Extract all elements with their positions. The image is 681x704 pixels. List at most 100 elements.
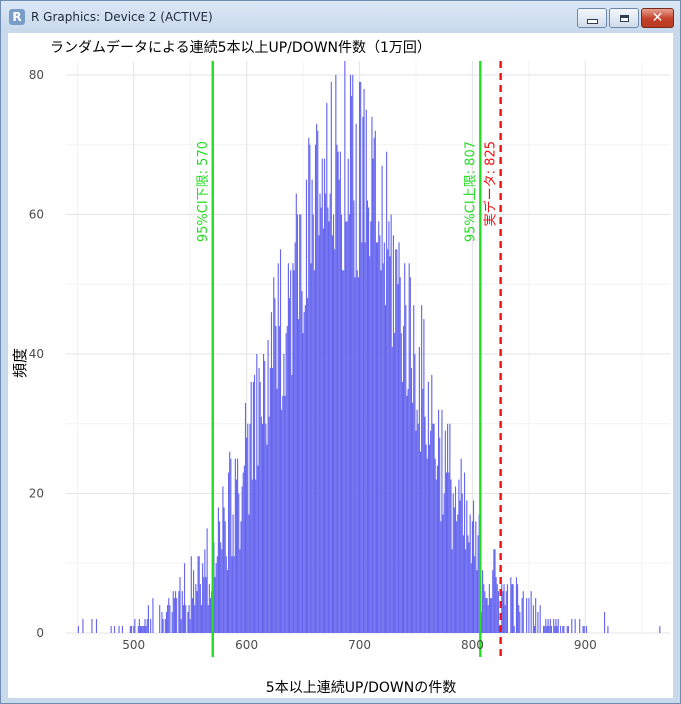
reference-line-label: 実データ: 825 bbox=[483, 141, 499, 226]
histogram-bar bbox=[441, 409, 443, 633]
histogram-bar bbox=[176, 598, 178, 633]
histogram-bar bbox=[91, 619, 93, 633]
histogram-bar bbox=[214, 577, 216, 633]
histogram-bar bbox=[185, 605, 187, 633]
r-logo-icon: R bbox=[9, 9, 25, 25]
histogram-bar bbox=[470, 563, 472, 633]
histogram-bar bbox=[458, 479, 460, 633]
histogram-bar bbox=[436, 465, 438, 633]
histogram-bar bbox=[415, 430, 417, 633]
histogram-bar bbox=[659, 626, 661, 633]
histogram-bar bbox=[378, 221, 380, 633]
histogram-bar bbox=[515, 577, 518, 633]
histogram-bar bbox=[279, 249, 282, 633]
histogram-bar bbox=[268, 416, 270, 633]
histogram-bar bbox=[583, 626, 585, 633]
histogram-bar bbox=[442, 514, 444, 633]
histogram-bar bbox=[439, 437, 441, 633]
histogram-bar bbox=[183, 563, 186, 633]
histogram-bar bbox=[476, 570, 478, 633]
histogram-bar bbox=[408, 263, 410, 633]
histogram-chart: 95%CI下限: 570 95%CI上限: 807 実データ: 825 500 600… bbox=[11, 39, 670, 696]
histogram-bar bbox=[150, 619, 152, 633]
histogram-bar bbox=[337, 151, 339, 633]
y-tick-label: 60 bbox=[29, 207, 44, 221]
histogram-bar bbox=[484, 591, 486, 633]
histogram-bar bbox=[505, 591, 507, 633]
histogram-bar bbox=[247, 423, 249, 633]
histogram-bar bbox=[242, 472, 244, 633]
histogram-bar bbox=[225, 556, 227, 633]
histogram-bar bbox=[432, 423, 434, 633]
histogram-bar bbox=[311, 179, 313, 633]
histogram-bar bbox=[304, 305, 306, 633]
histogram-bar bbox=[358, 81, 361, 634]
histogram-bar bbox=[421, 305, 423, 633]
histogram-bar bbox=[239, 549, 241, 633]
title-bar[interactable]: R R Graphics: Device 2 (ACTIVE) ✕ bbox=[1, 1, 680, 33]
histogram-bar bbox=[422, 388, 424, 633]
histogram-bar bbox=[235, 479, 238, 633]
histogram-bar bbox=[244, 402, 247, 633]
y-tick-label: 40 bbox=[29, 347, 44, 361]
histogram-bar bbox=[545, 619, 547, 633]
histogram-bar bbox=[82, 619, 84, 633]
histogram-bar bbox=[340, 214, 343, 633]
histogram-bar bbox=[392, 235, 394, 633]
histogram-bar bbox=[557, 619, 559, 633]
histogram-bar bbox=[165, 612, 168, 633]
histogram-bar bbox=[162, 619, 164, 633]
histogram-bar bbox=[339, 151, 341, 633]
histogram-bar bbox=[246, 437, 248, 633]
histogram-bar bbox=[532, 605, 534, 633]
histogram-bar bbox=[503, 584, 505, 633]
histogram-bar bbox=[145, 626, 147, 633]
histogram-bar bbox=[240, 521, 242, 633]
histogram-bar bbox=[238, 493, 240, 633]
maximize-button[interactable] bbox=[609, 8, 639, 28]
histogram-bar bbox=[257, 465, 259, 633]
histogram-bar bbox=[294, 242, 296, 633]
histogram-bar bbox=[222, 486, 224, 633]
histogram-bar bbox=[546, 626, 548, 633]
histogram-bar bbox=[463, 472, 466, 633]
histogram-bar bbox=[495, 577, 497, 633]
histogram-bar bbox=[308, 137, 310, 633]
histogram-bar bbox=[278, 326, 280, 633]
histogram-bar bbox=[291, 374, 293, 633]
histogram-bar bbox=[443, 493, 445, 633]
histogram-bar bbox=[371, 116, 373, 634]
histogram-bar bbox=[522, 591, 524, 633]
x-axis-label: 5本以上連続UP/DOWNの件数 bbox=[266, 679, 456, 696]
histogram-bar bbox=[449, 423, 451, 633]
histogram-bar bbox=[355, 123, 357, 633]
histogram-bar bbox=[190, 556, 192, 633]
histogram-bar bbox=[349, 74, 352, 633]
histogram-bar bbox=[390, 214, 392, 633]
histogram-bar bbox=[563, 626, 565, 633]
histogram-bar bbox=[444, 430, 446, 633]
histogram-bar bbox=[258, 367, 260, 633]
histogram-bar bbox=[497, 591, 499, 633]
histogram-bar bbox=[220, 542, 222, 633]
histogram-bar bbox=[547, 619, 549, 633]
histogram-bar bbox=[465, 549, 467, 633]
histogram-bar bbox=[452, 493, 454, 633]
histogram-bar bbox=[303, 312, 305, 633]
histogram-bar bbox=[468, 542, 470, 633]
histogram-bar bbox=[403, 326, 405, 633]
histogram-bar bbox=[307, 298, 309, 633]
histogram-bar bbox=[187, 612, 189, 633]
histogram-bar bbox=[372, 158, 374, 633]
chart-title: ランダムデータによる連続5本以上UP/DOWN件数（1万回） bbox=[50, 39, 431, 56]
histogram-bar bbox=[180, 619, 182, 633]
histogram-bar bbox=[399, 277, 401, 633]
histogram-bar bbox=[251, 479, 253, 633]
histogram-bar bbox=[393, 333, 396, 633]
histogram-bar bbox=[224, 521, 226, 633]
histogram-bar bbox=[554, 626, 556, 633]
histogram-bar bbox=[450, 479, 452, 633]
tick-labels: 500 600 700 800 900 0 20 40 60 80 bbox=[29, 68, 597, 652]
minimize-button[interactable] bbox=[577, 8, 607, 28]
close-button[interactable]: ✕ bbox=[641, 8, 674, 28]
